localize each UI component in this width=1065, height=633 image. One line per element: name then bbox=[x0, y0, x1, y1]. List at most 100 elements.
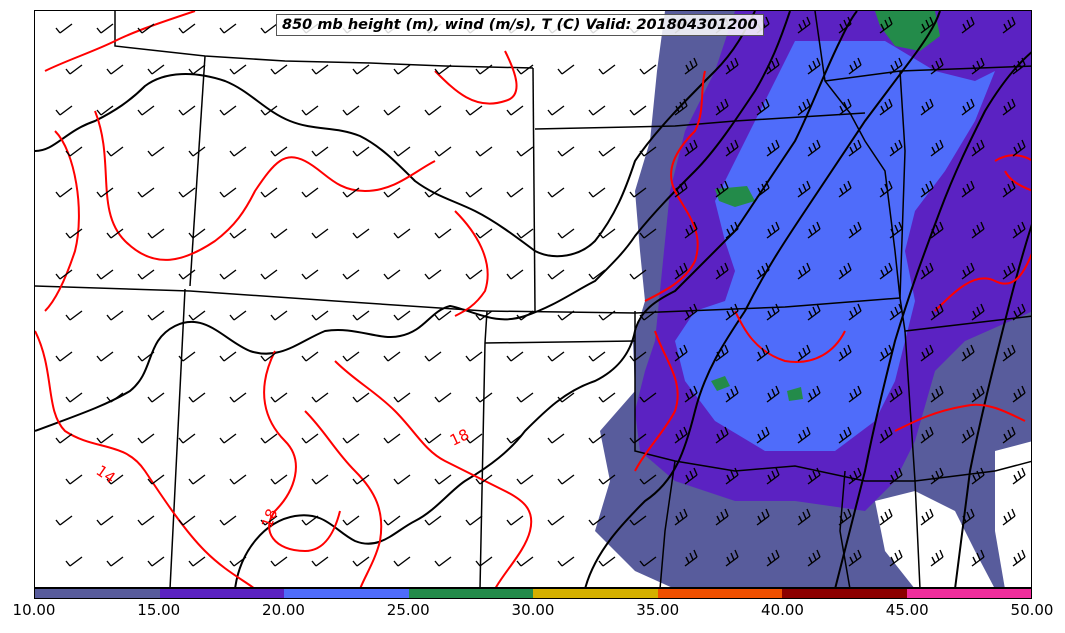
temp-contour bbox=[634, 330, 679, 472]
colorbar-tick-label: 15.00 bbox=[137, 601, 181, 619]
wind-barb bbox=[797, 262, 811, 280]
wind-barb bbox=[674, 508, 688, 526]
wind-barb bbox=[424, 105, 442, 116]
wind-barb bbox=[838, 262, 852, 280]
wind-barb bbox=[639, 64, 657, 75]
wind-barb bbox=[270, 556, 288, 567]
temp-contour bbox=[304, 410, 383, 587]
wind-barb bbox=[797, 426, 811, 444]
wind-barb bbox=[260, 433, 278, 444]
border-line bbox=[814, 11, 901, 299]
wind-barb bbox=[229, 64, 247, 75]
wind-barb bbox=[766, 467, 780, 485]
wind-barb bbox=[848, 549, 862, 567]
wind-barb bbox=[260, 351, 278, 362]
wind-barb bbox=[629, 515, 647, 526]
wind-barb bbox=[311, 146, 329, 157]
wind-barb bbox=[516, 474, 534, 485]
wind-barb bbox=[598, 556, 616, 567]
wind-barb bbox=[393, 146, 411, 157]
temp-contour bbox=[263, 350, 341, 553]
wind-barb bbox=[219, 269, 237, 280]
wind-barb bbox=[588, 351, 606, 362]
wind-barb bbox=[475, 310, 493, 321]
wind-barb bbox=[301, 269, 319, 280]
shade-25-30d bbox=[787, 387, 803, 401]
wind-barb bbox=[55, 23, 73, 34]
wind-speed-shading bbox=[595, 11, 1031, 587]
wind-barb bbox=[920, 508, 934, 526]
wind-barb bbox=[629, 269, 647, 280]
wind-barb bbox=[96, 269, 114, 280]
wind-barb bbox=[766, 385, 780, 403]
wind-barb bbox=[516, 64, 534, 75]
temp-contour bbox=[734, 310, 846, 363]
wind-barb bbox=[434, 64, 452, 75]
border-line bbox=[35, 285, 901, 314]
border-line bbox=[169, 288, 186, 587]
wind-barb bbox=[506, 433, 524, 444]
wind-barb bbox=[65, 310, 83, 321]
wind-barb bbox=[229, 392, 247, 403]
wind-barb bbox=[260, 269, 278, 280]
wind-barb bbox=[920, 98, 934, 116]
wind-barb bbox=[598, 64, 616, 75]
wind-barb bbox=[920, 262, 934, 280]
wind-barb bbox=[879, 344, 893, 362]
wind-barb bbox=[920, 180, 934, 198]
border-line bbox=[839, 470, 851, 587]
wind-barb bbox=[588, 515, 606, 526]
shade-25-30b bbox=[715, 186, 755, 207]
wind-barb bbox=[598, 474, 616, 485]
wind-barb bbox=[311, 64, 329, 75]
wind-barb bbox=[465, 105, 483, 116]
wind-barb bbox=[352, 146, 370, 157]
wind-barb bbox=[178, 433, 196, 444]
wind-barb bbox=[674, 426, 688, 444]
wind-barb bbox=[96, 515, 114, 526]
wind-barb bbox=[756, 180, 770, 198]
wind-barb bbox=[639, 146, 657, 157]
colorbar-tick-label: 35.00 bbox=[636, 601, 680, 619]
wind-barb bbox=[270, 392, 288, 403]
wind-barb bbox=[971, 303, 985, 321]
wind-barb bbox=[106, 146, 124, 157]
wind-barb bbox=[506, 515, 524, 526]
wind-barb bbox=[684, 139, 698, 157]
height-contour bbox=[35, 11, 791, 432]
wind-barb bbox=[961, 180, 975, 198]
state-borders bbox=[35, 11, 1031, 587]
wind-barb bbox=[147, 64, 165, 75]
wind-barb bbox=[547, 269, 565, 280]
wind-barb bbox=[55, 105, 73, 116]
wind-barb bbox=[674, 98, 688, 116]
wind-barb bbox=[766, 549, 780, 567]
wind-barb bbox=[137, 433, 155, 444]
wind-barb bbox=[178, 515, 196, 526]
wind-barb bbox=[506, 105, 524, 116]
wind-barb bbox=[930, 139, 944, 157]
wind-barb bbox=[557, 556, 575, 567]
wind-barb bbox=[598, 146, 616, 157]
colorbar-ticks: 10.00 15.00 20.00 25.00 30.00 35.00 40.00 45.00… bbox=[13, 601, 1054, 623]
wind-barb bbox=[889, 303, 903, 321]
wind-barb bbox=[797, 180, 811, 198]
wind-barb bbox=[756, 262, 770, 280]
wind-barb bbox=[352, 556, 370, 567]
wind-barb bbox=[889, 221, 903, 239]
wind-barb bbox=[725, 549, 739, 567]
wind-barb bbox=[807, 467, 821, 485]
border-line bbox=[189, 55, 206, 287]
wind-barb bbox=[930, 221, 944, 239]
wind-barb bbox=[106, 228, 124, 239]
wind-barb bbox=[930, 385, 944, 403]
wind-barb bbox=[1012, 385, 1026, 403]
temp-contour bbox=[454, 210, 489, 317]
wind-barb bbox=[557, 474, 575, 485]
wind-barb bbox=[137, 351, 155, 362]
wind-barb bbox=[725, 139, 739, 157]
wind-barb bbox=[229, 474, 247, 485]
wind-barb bbox=[147, 310, 165, 321]
height-contour bbox=[584, 11, 941, 587]
wind-barb bbox=[725, 221, 739, 239]
